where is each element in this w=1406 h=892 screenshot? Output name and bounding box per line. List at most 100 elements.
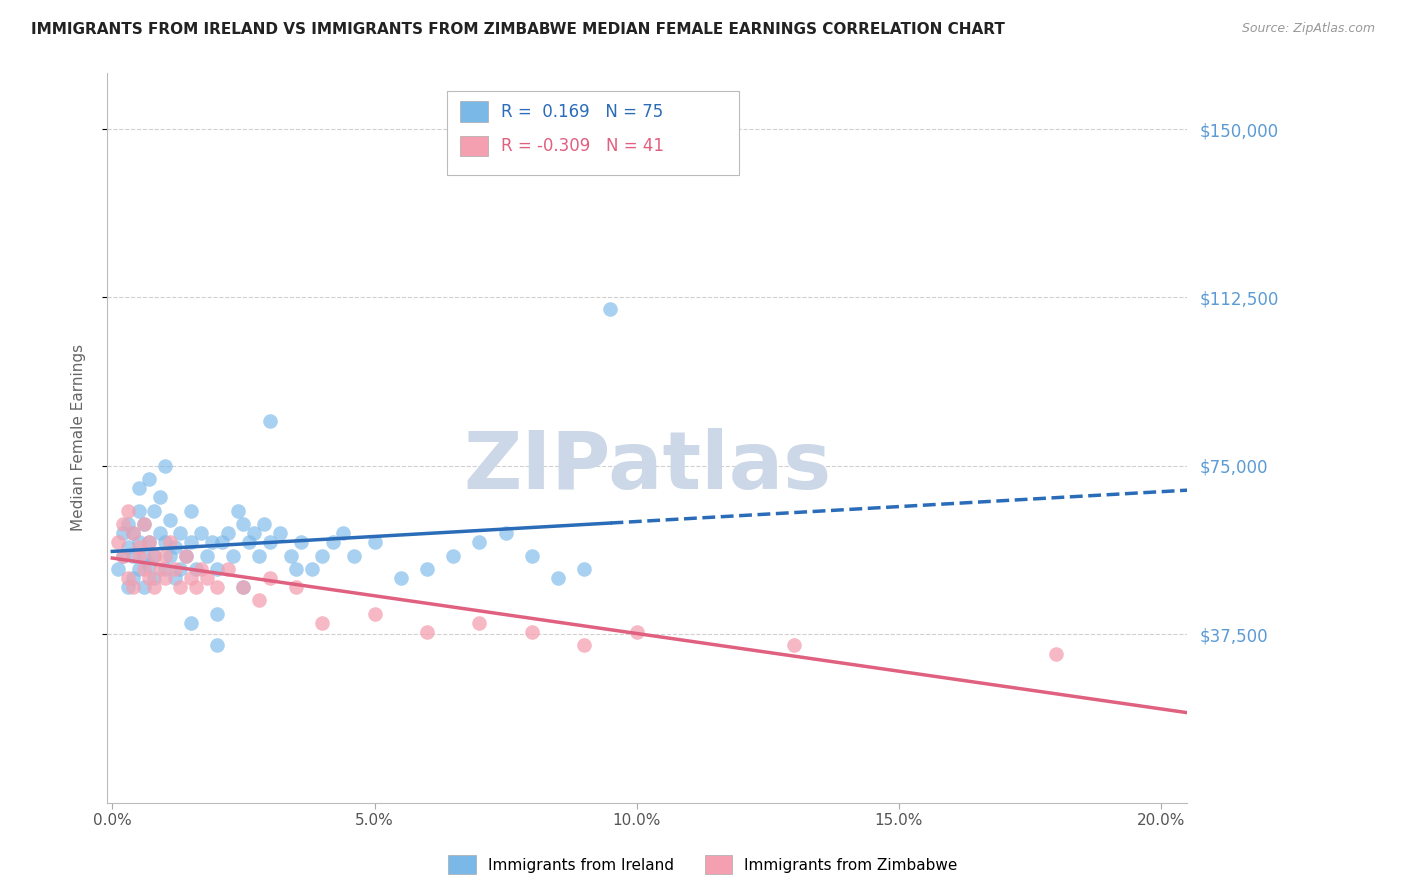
Point (143, 571, 166, 585)
Point (311, 615, 333, 630)
Point (301, 562, 323, 576)
Point (117, 540, 139, 554)
Point (195, 571, 218, 585)
Point (122, 526, 145, 541)
Point (128, 535, 150, 549)
Point (290, 535, 312, 549)
Point (174, 549, 197, 563)
Point (138, 472, 160, 486)
Point (138, 535, 160, 549)
Point (165, 540, 187, 554)
Point (247, 549, 270, 563)
Legend: Immigrants from Ireland, Immigrants from Zimbabwe: Immigrants from Ireland, Immigrants from… (443, 849, 963, 880)
Point (226, 504, 249, 518)
Point (190, 562, 212, 576)
Point (211, 535, 233, 549)
Point (186, 562, 208, 576)
Point (468, 615, 491, 630)
Point (389, 571, 412, 585)
Point (128, 549, 150, 563)
Point (128, 504, 150, 518)
Point (322, 535, 344, 549)
Point (128, 481, 150, 495)
Point (111, 517, 134, 532)
Point (169, 526, 191, 541)
Point (153, 535, 176, 549)
Point (222, 549, 245, 563)
Point (205, 562, 228, 576)
Point (122, 526, 145, 541)
Point (547, 571, 569, 585)
Point (111, 549, 134, 563)
Point (416, 562, 439, 576)
Point (148, 490, 170, 504)
Point (138, 571, 160, 585)
Point (363, 607, 385, 621)
Point (122, 580, 145, 594)
Point (153, 562, 176, 576)
Point (117, 517, 139, 532)
Text: IMMIGRANTS FROM IRELAND VS IMMIGRANTS FROM ZIMBABWE MEDIAN FEMALE EARNINGS CORRE: IMMIGRANTS FROM IRELAND VS IMMIGRANTS FR… (31, 22, 1005, 37)
Point (520, 549, 543, 563)
Point (128, 562, 150, 576)
Point (195, 549, 218, 563)
Point (122, 549, 145, 563)
Point (247, 593, 270, 607)
Point (232, 580, 254, 594)
Point (174, 549, 197, 563)
Point (574, 639, 596, 653)
Point (626, 624, 648, 639)
Point (217, 526, 239, 541)
Point (280, 549, 302, 563)
Point (217, 562, 239, 576)
Point (159, 535, 181, 549)
Point (117, 504, 139, 518)
Point (117, 571, 139, 585)
Point (122, 571, 145, 585)
Point (284, 562, 307, 576)
Point (107, 562, 129, 576)
Point (363, 535, 385, 549)
Point (783, 639, 806, 653)
Point (201, 535, 224, 549)
Point (111, 549, 134, 563)
Text: R =  0.169   N = 75: R = 0.169 N = 75 (501, 103, 662, 120)
Point (117, 580, 139, 594)
Point (186, 580, 208, 594)
Point (107, 535, 129, 549)
Point (259, 535, 281, 549)
Point (159, 549, 181, 563)
Point (205, 639, 228, 653)
Point (153, 571, 176, 585)
Point (180, 535, 202, 549)
FancyBboxPatch shape (447, 91, 740, 175)
Point (143, 504, 166, 518)
Point (132, 517, 155, 532)
Point (259, 571, 281, 585)
Point (153, 458, 176, 473)
Point (165, 571, 187, 585)
Point (232, 580, 254, 594)
Text: R = -0.309   N = 41: R = -0.309 N = 41 (501, 137, 664, 155)
Point (205, 607, 228, 621)
Point (180, 615, 202, 630)
Point (128, 540, 150, 554)
Text: Source: ZipAtlas.com: Source: ZipAtlas.com (1241, 22, 1375, 36)
Y-axis label: Median Female Earnings: Median Female Earnings (72, 344, 86, 532)
Point (232, 517, 254, 532)
Point (111, 526, 134, 541)
Point (169, 562, 191, 576)
FancyBboxPatch shape (460, 102, 488, 122)
Point (138, 535, 160, 549)
Point (132, 580, 155, 594)
Point (574, 562, 596, 576)
Point (180, 504, 202, 518)
Point (1045, 648, 1067, 662)
Point (190, 526, 212, 541)
Point (599, 301, 621, 316)
Point (520, 624, 543, 639)
Point (205, 580, 228, 594)
FancyBboxPatch shape (460, 136, 488, 156)
Point (143, 549, 166, 563)
Point (269, 526, 291, 541)
